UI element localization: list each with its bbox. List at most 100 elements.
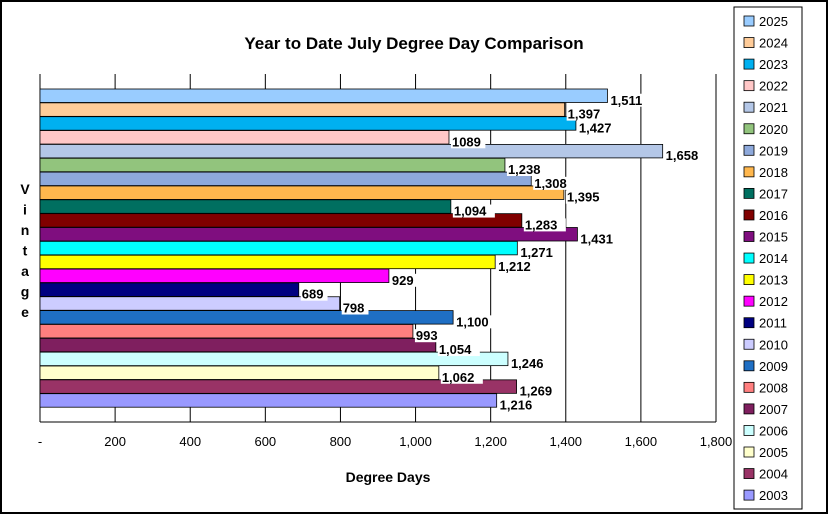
legend-swatch-2020 bbox=[743, 123, 755, 135]
bar-2013 bbox=[39, 254, 496, 270]
data-label-bg bbox=[455, 315, 498, 329]
legend-swatch-2004 bbox=[743, 468, 755, 479]
legend-label-2020: 2020 bbox=[759, 122, 788, 137]
legend-swatch-2016 bbox=[743, 209, 755, 221]
bar-2018 bbox=[39, 185, 565, 200]
data-label-2014: 1,271 bbox=[520, 245, 553, 260]
legend-label-2022: 2022 bbox=[759, 79, 788, 94]
bar-2019 bbox=[39, 171, 532, 187]
data-label-bg bbox=[519, 246, 562, 260]
legend-swatch-2005 bbox=[743, 446, 755, 458]
legend-label-2007: 2007 bbox=[759, 402, 788, 417]
data-label-2023: 1,427 bbox=[579, 120, 612, 135]
legend-swatch-2015 bbox=[743, 231, 755, 242]
data-label-bg bbox=[450, 135, 486, 149]
y-axis-label-letter: i bbox=[23, 202, 27, 218]
y-axis-label-letter: n bbox=[21, 222, 30, 238]
legend-swatch-2022 bbox=[743, 80, 755, 92]
data-label-bg bbox=[509, 356, 552, 370]
data-label-bg bbox=[437, 343, 480, 357]
legend-label-2021: 2021 bbox=[759, 100, 788, 115]
data-label-2009: 1,100 bbox=[456, 314, 489, 329]
data-label-2003: 1,216 bbox=[500, 397, 533, 412]
y-axis-label-letter: t bbox=[23, 243, 28, 259]
data-label-2022: 1089 bbox=[452, 134, 481, 149]
legend-label-2012: 2012 bbox=[759, 294, 788, 309]
x-tick-label: 1,800 bbox=[700, 434, 733, 449]
bar-2010 bbox=[39, 296, 341, 311]
legend: 2025 2024 2023 2022 2021 2020 2019 2018 2017 2016… bbox=[733, 6, 803, 510]
legend-swatch-2025 bbox=[743, 15, 755, 27]
x-axis-label: Degree Days bbox=[346, 469, 431, 485]
legend-swatch-2021 bbox=[743, 101, 755, 113]
legend-label-2019: 2019 bbox=[759, 143, 788, 158]
y-axis-label-letter: g bbox=[21, 284, 30, 300]
data-label-bg bbox=[577, 121, 620, 135]
legend-label-2013: 2013 bbox=[759, 273, 788, 288]
legend-label-2024: 2024 bbox=[759, 36, 788, 51]
chart-title: Year to Date July Degree Day Comparison bbox=[244, 34, 583, 53]
data-label-bg bbox=[566, 107, 609, 121]
legend-swatch-2011 bbox=[743, 317, 755, 329]
legend-label-2009: 2009 bbox=[759, 359, 788, 374]
bar-2024 bbox=[39, 102, 566, 117]
data-label-bg bbox=[506, 163, 549, 176]
data-label-2018: 1,395 bbox=[567, 190, 600, 205]
data-label-bg bbox=[414, 329, 442, 343]
y-axis-label-letter: V bbox=[20, 181, 30, 197]
data-label-2004: 1,269 bbox=[520, 384, 553, 399]
data-label-2019: 1,308 bbox=[534, 176, 567, 191]
legend-swatch-2024 bbox=[743, 37, 755, 48]
data-label-bg bbox=[390, 273, 418, 287]
data-label-bg bbox=[565, 190, 608, 204]
data-label-2012: 929 bbox=[392, 273, 414, 288]
x-tick-label: 400 bbox=[179, 434, 201, 449]
data-label-bg bbox=[664, 149, 707, 163]
bar-2023 bbox=[39, 116, 577, 131]
legend-label-2015: 2015 bbox=[759, 230, 788, 245]
bar-2017 bbox=[39, 199, 452, 214]
legend-label-2005: 2005 bbox=[759, 445, 788, 460]
legend-swatch-2014 bbox=[743, 252, 755, 264]
legend-label-2011: 2011 bbox=[759, 316, 787, 331]
data-label-bg bbox=[498, 398, 541, 412]
data-label-2025: 1,511 bbox=[610, 93, 642, 108]
x-tick-label: 200 bbox=[104, 434, 126, 449]
data-label-2007: 1,054 bbox=[439, 342, 472, 357]
legend-label-2016: 2016 bbox=[759, 208, 788, 223]
bar-2012 bbox=[39, 268, 390, 283]
legend-swatch-2009 bbox=[743, 360, 755, 372]
data-label-2015: 1,431 bbox=[580, 231, 613, 246]
bar-2014 bbox=[39, 240, 518, 256]
data-label-bg bbox=[518, 384, 561, 398]
legend-label-2008: 2008 bbox=[759, 380, 788, 395]
data-label-2011: 689 bbox=[302, 287, 324, 302]
data-label-bg bbox=[341, 301, 369, 315]
bar-2016 bbox=[39, 213, 523, 228]
x-tick-label: 1,000 bbox=[399, 434, 432, 449]
legend-label-2004: 2004 bbox=[759, 467, 788, 482]
data-label-2010: 798 bbox=[343, 301, 365, 316]
bar-2025 bbox=[39, 88, 608, 103]
data-label-bg bbox=[609, 93, 652, 107]
bar-2005 bbox=[39, 365, 440, 380]
legend-swatch-2012 bbox=[743, 295, 755, 307]
legend-swatch-2008 bbox=[743, 381, 755, 393]
data-label-2013: 1,212 bbox=[498, 259, 531, 274]
data-label-bg bbox=[452, 204, 495, 218]
legend-swatch-2003 bbox=[743, 489, 755, 501]
bar-2009 bbox=[39, 310, 454, 325]
data-label-2021: 1,658 bbox=[666, 148, 699, 163]
legend-label-2010: 2010 bbox=[759, 337, 788, 352]
legend-label-2018: 2018 bbox=[759, 165, 788, 180]
data-label-2024: 1,397 bbox=[568, 107, 601, 122]
x-tick-label: - bbox=[38, 434, 42, 449]
x-tick-label: 1,400 bbox=[550, 434, 583, 449]
x-tick-label: 1,200 bbox=[474, 434, 507, 449]
data-label-bg bbox=[579, 232, 622, 246]
bar-2011 bbox=[39, 282, 300, 297]
data-label-bg bbox=[533, 176, 576, 190]
